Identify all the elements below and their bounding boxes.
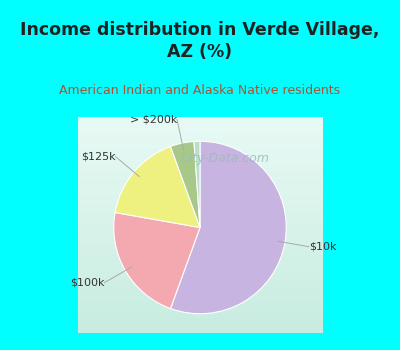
Wedge shape <box>115 146 200 228</box>
Text: $10k: $10k <box>309 241 336 252</box>
Text: Income distribution in Verde Village,
AZ (%): Income distribution in Verde Village, AZ… <box>20 21 380 61</box>
Wedge shape <box>194 141 200 228</box>
Text: $100k: $100k <box>70 278 104 288</box>
Text: City-Data.com: City-Data.com <box>180 152 269 166</box>
Text: $125k: $125k <box>81 152 116 162</box>
Text: American Indian and Alaska Native residents: American Indian and Alaska Native reside… <box>60 84 340 97</box>
Wedge shape <box>170 141 286 314</box>
Text: > $200k: > $200k <box>130 114 177 125</box>
Wedge shape <box>114 212 200 309</box>
Wedge shape <box>170 141 200 228</box>
